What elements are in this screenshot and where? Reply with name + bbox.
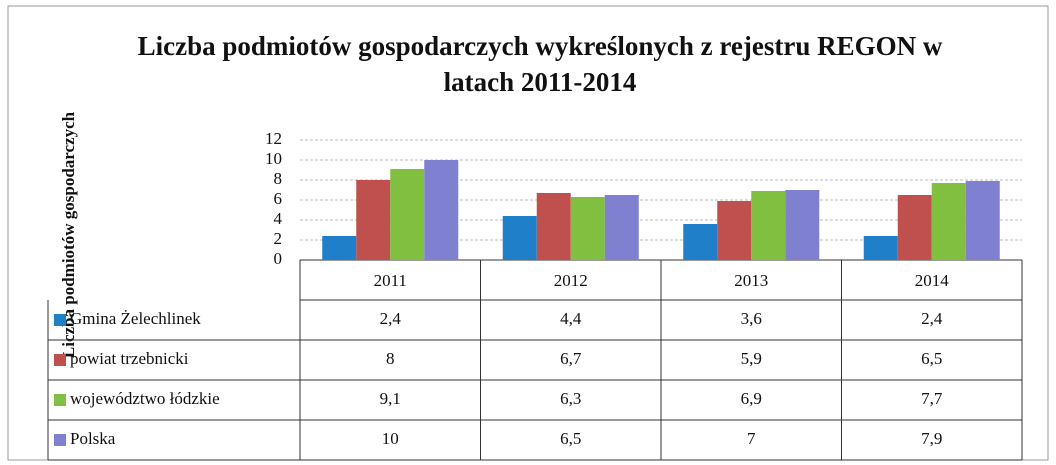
x-tick-label: 2012 [554, 271, 588, 290]
legend-swatch [54, 354, 66, 366]
legend-swatch [54, 394, 66, 406]
table-value: 7,7 [921, 389, 943, 408]
y-tick-label: 12 [265, 129, 282, 148]
bar [683, 224, 718, 260]
legend-label: województwo łódzkie [70, 389, 220, 408]
y-axis-label: Liczba podmiotów gospodarczych [59, 111, 78, 358]
bar [751, 191, 786, 260]
bar [863, 236, 898, 260]
table-value: 2,4 [921, 309, 943, 328]
legend-label: powiat trzebnicki [70, 349, 189, 368]
table-value: 5,9 [741, 349, 762, 368]
legend-label: Polska [70, 429, 116, 448]
y-tick-label: 4 [274, 209, 283, 228]
x-tick-label: 2013 [734, 271, 768, 290]
table-value: 9,1 [380, 389, 401, 408]
table-value: 6,7 [560, 349, 582, 368]
bar [390, 169, 425, 260]
chart-title: Liczba podmiotów gospodarczych wykreślon… [137, 31, 943, 97]
bar [356, 180, 391, 260]
legend-swatch [54, 314, 66, 326]
bar [897, 195, 932, 260]
bar [785, 190, 820, 260]
table-value: 7 [747, 429, 756, 448]
table-value: 3,6 [741, 309, 762, 328]
table-value: 2,4 [380, 309, 402, 328]
bar [570, 197, 605, 260]
table-value: 10 [382, 429, 399, 448]
y-tick-label: 2 [274, 229, 283, 248]
table-value: 8 [386, 349, 395, 368]
x-tick-label: 2011 [374, 271, 407, 290]
bar [931, 183, 966, 260]
y-tick-label: 10 [265, 149, 282, 168]
bar [717, 201, 752, 260]
legend-label: Gmina Żelechlinek [70, 309, 201, 328]
table-value: 6,9 [741, 389, 762, 408]
table-value: 6,5 [921, 349, 942, 368]
table-value: 6,5 [560, 429, 581, 448]
bar [965, 181, 1000, 260]
y-tick-label: 6 [274, 189, 283, 208]
y-tick-label: 8 [274, 169, 283, 188]
bar [322, 236, 357, 260]
bar [502, 216, 537, 260]
y-tick-label: 0 [274, 249, 283, 268]
bar [604, 195, 639, 260]
x-tick-label: 2014 [915, 271, 950, 290]
bar [536, 193, 571, 260]
bar [424, 160, 459, 260]
table-value: 4,4 [560, 309, 582, 328]
table-value: 7,9 [921, 429, 942, 448]
legend-swatch [54, 434, 66, 446]
table-value: 6,3 [560, 389, 581, 408]
